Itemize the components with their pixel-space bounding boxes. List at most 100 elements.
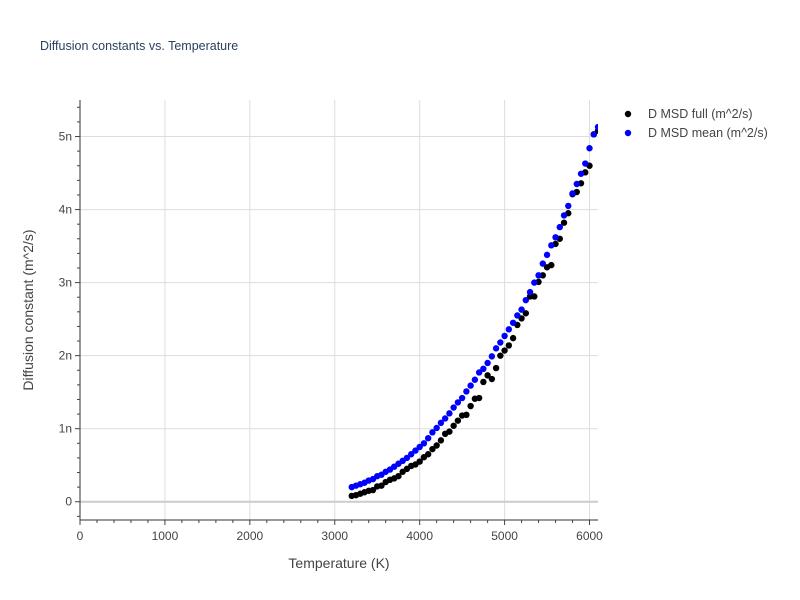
x-axis-title: Temperature (K) [288, 555, 389, 571]
data-point[interactable] [531, 293, 538, 300]
data-point[interactable] [531, 279, 538, 286]
grid-layer [80, 100, 598, 520]
data-point[interactable] [594, 123, 601, 131]
data-point[interactable] [539, 260, 547, 267]
series-full [348, 127, 598, 500]
data-point[interactable] [582, 160, 589, 167]
data-point[interactable] [458, 394, 466, 402]
x-tick-label: 3000 [321, 529, 348, 543]
data-point[interactable] [548, 242, 555, 249]
data-point[interactable] [475, 369, 483, 376]
data-point[interactable] [543, 251, 551, 259]
data-point[interactable] [480, 378, 487, 386]
data-point[interactable] [501, 347, 508, 354]
data-point[interactable] [441, 415, 449, 422]
data-point[interactable] [522, 296, 530, 304]
data-point[interactable] [416, 458, 423, 465]
x-tick-label: 5000 [491, 529, 518, 543]
data-point[interactable] [416, 443, 423, 451]
data-point[interactable] [565, 202, 572, 210]
data-point[interactable] [535, 272, 542, 279]
data-point[interactable] [446, 410, 453, 417]
data-point[interactable] [378, 482, 385, 489]
data-point[interactable] [480, 365, 487, 372]
x-tick-label: 2000 [236, 529, 263, 543]
y-tick-label: 2n [59, 349, 72, 363]
legend-item-mean[interactable]: D MSD mean (m^2/s) [624, 126, 768, 140]
data-point[interactable] [429, 445, 436, 453]
data-point[interactable] [497, 339, 504, 346]
x-tick-label: 1000 [152, 529, 179, 543]
axes-layer: 0 1000 2000 3000 4000 5000 6000 0 1n 2n 3n 4n 5n [59, 100, 603, 543]
data-point[interactable] [488, 375, 496, 383]
legend-label-mean: D MSD mean (m^2/s) [648, 126, 768, 140]
data-point[interactable] [514, 312, 521, 319]
data-point[interactable] [395, 472, 402, 480]
data-point[interactable] [403, 454, 411, 462]
data-point[interactable] [463, 388, 470, 395]
x-tick-label: 0 [77, 529, 84, 543]
y-tick-label: 3n [59, 276, 72, 290]
data-point[interactable] [573, 180, 580, 188]
legend-marker-mean [624, 129, 632, 137]
data-point[interactable] [471, 376, 479, 383]
data-point[interactable] [548, 261, 555, 269]
data-point[interactable] [569, 190, 576, 197]
data-point[interactable] [467, 382, 474, 389]
data-point[interactable] [509, 319, 517, 326]
y-tick-label: 1n [59, 422, 72, 436]
data-point[interactable] [446, 428, 453, 435]
data-point[interactable] [526, 288, 534, 296]
data-point[interactable] [437, 437, 445, 444]
data-point[interactable] [492, 345, 500, 352]
y-tick-label: 4n [59, 203, 72, 217]
plot-area [348, 123, 601, 500]
legend[interactable]: D MSD full (m^2/s) D MSD mean (m^2/s) [624, 107, 768, 140]
chart-title: Diffusion constants vs. Temperature [40, 39, 238, 53]
legend-item-full[interactable]: D MSD full (m^2/s) [624, 107, 753, 121]
data-point[interactable] [369, 486, 377, 494]
data-point[interactable] [518, 306, 525, 313]
data-point[interactable] [475, 394, 483, 402]
data-point[interactable] [433, 424, 440, 432]
data-point[interactable] [492, 364, 500, 372]
data-point[interactable] [407, 451, 415, 458]
data-point[interactable] [509, 334, 517, 342]
data-point[interactable] [560, 219, 568, 226]
data-point[interactable] [433, 442, 440, 449]
data-point[interactable] [522, 310, 530, 317]
data-point[interactable] [467, 402, 474, 410]
y-tick-label: 5n [59, 130, 72, 144]
data-point[interactable] [556, 223, 563, 231]
data-point[interactable] [450, 404, 457, 411]
data-point[interactable] [463, 411, 470, 419]
legend-label-full: D MSD full (m^2/s) [648, 107, 752, 121]
data-point[interactable] [577, 170, 585, 177]
data-point[interactable] [454, 399, 462, 406]
data-point[interactable] [586, 145, 593, 152]
data-point[interactable] [590, 131, 597, 138]
data-point[interactable] [505, 326, 513, 333]
points-layer [348, 123, 601, 500]
data-point[interactable] [450, 422, 457, 429]
legend-marker-full [624, 110, 632, 118]
x-tick-label: 6000 [576, 529, 603, 543]
data-point[interactable] [454, 417, 462, 424]
data-point[interactable] [552, 234, 559, 241]
data-point[interactable] [412, 447, 419, 454]
x-tick-label: 4000 [406, 529, 433, 543]
data-point[interactable] [429, 429, 436, 436]
data-point[interactable] [484, 372, 491, 379]
data-point[interactable] [501, 332, 508, 340]
series-mean [348, 123, 601, 491]
data-point[interactable] [560, 212, 568, 219]
data-point[interactable] [505, 342, 513, 349]
data-point[interactable] [488, 353, 496, 360]
data-point[interactable] [424, 451, 432, 458]
data-point[interactable] [437, 419, 445, 427]
data-point[interactable] [420, 440, 428, 447]
data-point[interactable] [424, 434, 432, 442]
data-point[interactable] [484, 359, 491, 367]
data-point[interactable] [497, 352, 504, 359]
